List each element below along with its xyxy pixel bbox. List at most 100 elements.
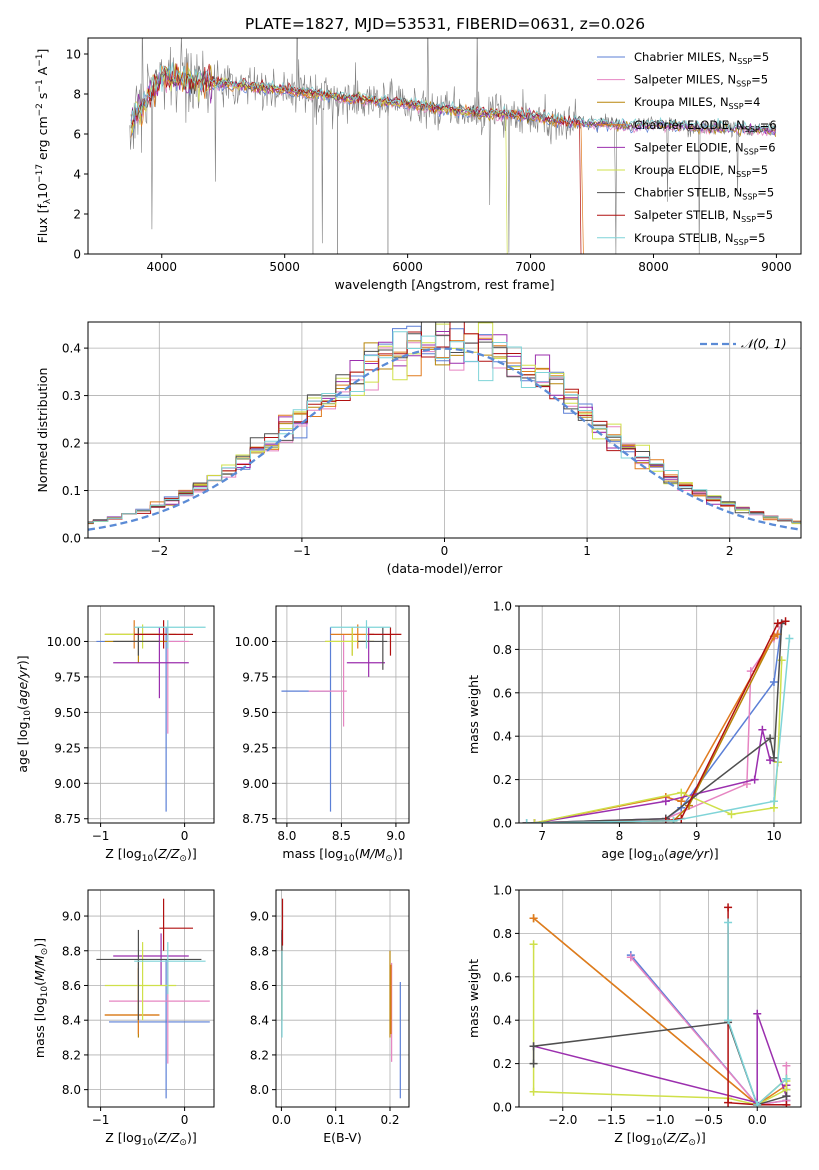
y-tick-label: 0.1 (62, 484, 81, 498)
x-tick-label: 7000 (515, 260, 546, 274)
plot-area (281, 898, 401, 1099)
x-tick-label: 0 (181, 829, 189, 843)
y-tick-label: 0.8 (493, 643, 512, 657)
weight-point-marker (529, 1042, 538, 1051)
figure-title: PLATE=1827, MJD=53531, FIBERID=0631, z=0… (245, 15, 645, 33)
legend: Chabrier MILES, NSSP=5 Salpeter MILES, NS… (597, 50, 777, 247)
weight-series-line (534, 660, 783, 823)
y-tick-label: 0 (73, 248, 81, 262)
y-tick-label: 0.3 (62, 389, 81, 403)
x-axis-label: Z [log10(Z/Z⊙)] (614, 1130, 705, 1148)
x-tick-label: 10 (766, 829, 781, 843)
plot-area (96, 620, 206, 812)
plot-area (129, 38, 777, 254)
y-tick-label: 9.50 (242, 706, 269, 720)
y-axis-label: mass weight (466, 675, 481, 754)
x-tick-label: 0.0 (272, 1113, 291, 1127)
x-tick-label: 9 (693, 829, 701, 843)
y-tick-label: 8.2 (250, 1048, 269, 1062)
x-tick-label: 9.0 (386, 829, 405, 843)
y-tick-label: 4 (73, 168, 81, 182)
weight-point-marker (669, 816, 678, 823)
y-tick-label: 8.8 (62, 944, 81, 958)
weight-vs-metallicity-panel: −2.0 −1.5 −1.0 −0.5 0.0 0.0 0.2 0.4 0.6 0.8 1.0 mas… (466, 884, 802, 1148)
legend-label: Kroupa STELIB, NSSP=5 (634, 231, 765, 247)
x-axis-label: E(B-V) (323, 1130, 362, 1145)
weight-vs-age-panel: 7 8 9 10 0.0 0.2 0.4 0.6 0.8 1.0 mass weight age [l… (466, 600, 802, 864)
weight-point-marker (782, 1074, 791, 1083)
x-tick-label: 8.0 (277, 829, 296, 843)
y-tick-label: 0.2 (62, 437, 81, 451)
weight-point-marker (782, 1100, 791, 1107)
spectrum-panel: 4000 5000 6000 7000 8000 9000 0 2 4 6 8 10 wavelengt… (35, 37, 802, 292)
y-tick-label: 0.6 (493, 686, 512, 700)
weight-point-marker (529, 940, 538, 949)
y-tick-label: 8.8 (250, 944, 269, 958)
y-tick-label: 8.4 (62, 1014, 81, 1028)
weight-point-marker (781, 617, 790, 626)
plot-area (281, 620, 402, 812)
weight-series-line (727, 922, 787, 1107)
weight-point-marker (724, 1098, 733, 1107)
y-tick-label: 8.0 (62, 1083, 81, 1097)
weight-point-marker (724, 918, 733, 927)
y-axis-label: Flux [fλ10−17 erg cm−2 s−1 A−1] (35, 49, 53, 244)
y-tick-label: 9.75 (242, 670, 269, 684)
x-tick-label: 2 (726, 544, 734, 558)
weight-point-marker (769, 677, 778, 686)
weight-series-line (526, 638, 791, 823)
age-vs-mass-panel: 8.0 8.5 9.0 8.75 9.00 9.25 9.50 9.75 10.00 mass [… (235, 605, 410, 864)
x-tick-label: 8.5 (332, 829, 351, 843)
weight-series-line (534, 729, 778, 823)
legend-label: Chabrier STELIB, NSSP=5 (634, 186, 774, 202)
x-tick-label: −1.0 (645, 1113, 674, 1127)
legend-label: Kroupa ELODIE, NSSP=5 (634, 163, 768, 179)
x-tick-label: 0.2 (380, 1113, 399, 1127)
model-spectrum-line (130, 62, 776, 133)
x-tick-label: −1 (92, 1113, 110, 1127)
y-tick-label: 9.0 (250, 910, 269, 924)
x-tick-label: 0.1 (326, 1113, 345, 1127)
legend-label: Kroupa MILES, NSSP=4 (634, 95, 760, 111)
y-tick-label: 1.0 (493, 600, 512, 614)
y-tick-label: 9.25 (54, 741, 81, 755)
y-tick-label: 10.00 (235, 635, 269, 649)
weight-point-marker (753, 1100, 762, 1107)
weight-point-marker (769, 797, 778, 806)
y-tick-label: 0.4 (493, 1014, 512, 1028)
y-tick-label: 8.6 (62, 979, 81, 993)
legend-label: Salpeter MILES, NSSP=5 (634, 73, 768, 89)
weight-point-marker (773, 619, 782, 628)
y-tick-label: 9.00 (54, 777, 81, 791)
weight-point-marker (750, 775, 759, 784)
x-tick-label: 0 (441, 544, 449, 558)
y-tick-label: 6 (73, 128, 81, 142)
y-tick-label: 9.00 (242, 777, 269, 791)
y-tick-label: 0.0 (62, 532, 81, 546)
axes-frame (518, 605, 802, 824)
plot-area (529, 903, 791, 1107)
weight-point-marker (626, 953, 635, 962)
weight-point-marker (758, 725, 767, 734)
age-vs-metallicity-panel: −1 0 8.75 9.00 9.25 9.50 9.75 10.00 Z [log10(Z/Z… (15, 605, 215, 864)
legend-label: Chabrier ELODIE, NSSP=6 (634, 118, 777, 134)
y-tick-label: 9.0 (62, 910, 81, 924)
x-tick-label: 4000 (146, 260, 177, 274)
x-tick-label: 8000 (638, 260, 669, 274)
x-tick-label: −1.5 (597, 1113, 626, 1127)
mass-vs-metallicity-panel: −1 0 8.0 8.2 8.4 8.6 8.8 9.0 Z [log10(Z/Z⊙)] mass… (32, 889, 215, 1148)
x-tick-label: 8 (616, 829, 624, 843)
y-tick-label: 9.50 (54, 706, 81, 720)
axes-frame (87, 889, 215, 1108)
x-tick-label: −1 (293, 544, 311, 558)
y-tick-label: 8 (73, 88, 81, 102)
x-tick-label: 7 (538, 829, 546, 843)
weight-point-marker (766, 734, 775, 743)
weight-point-marker (724, 1016, 733, 1025)
y-tick-label: 0.8 (493, 927, 512, 941)
weight-point-marker (522, 819, 531, 823)
residual-histogram (88, 331, 801, 523)
weight-point-marker (529, 914, 538, 923)
plot-area (88, 322, 801, 531)
